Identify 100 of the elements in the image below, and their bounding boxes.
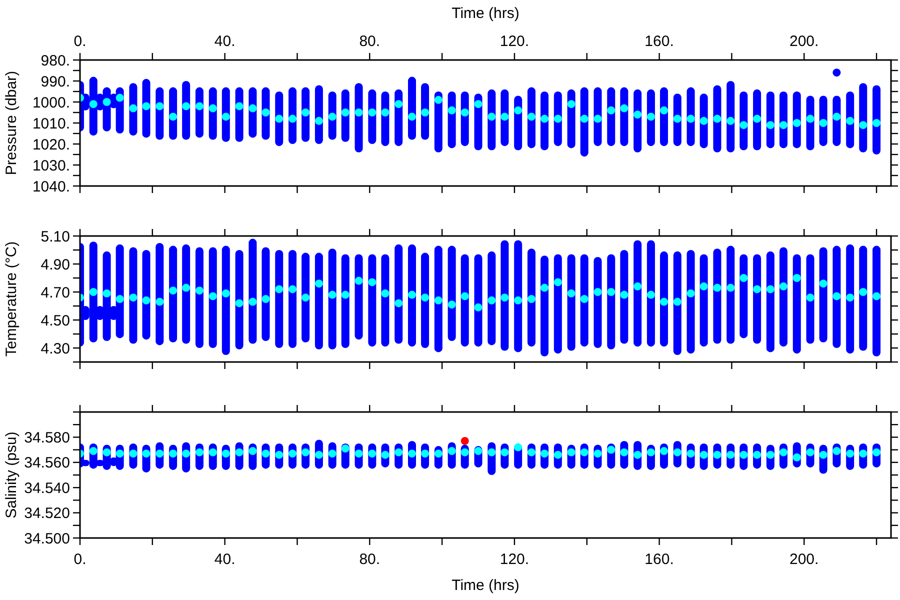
x-axis-title: Time (hrs) [452, 577, 520, 594]
y-tick-label: 4.30 [40, 340, 70, 358]
bar [607, 254, 616, 350]
bar [448, 246, 456, 341]
y-tick-label: 34.560 [24, 454, 70, 472]
bar [713, 248, 722, 344]
bar [660, 251, 668, 347]
y-tick-label: 1030. [32, 157, 70, 174]
y-tick-label: 1000. [32, 94, 70, 112]
bar [354, 83, 363, 152]
y-tick-label: 34.540 [24, 480, 70, 497]
bar [129, 247, 138, 344]
bar [846, 244, 854, 354]
bar [554, 254, 562, 354]
y-tick-label: 990. [40, 73, 70, 90]
y-axis-title: Pressure (dbar) [3, 70, 20, 176]
bar [792, 254, 801, 354]
x-tick-label: 120. [500, 551, 530, 568]
x-tick-label: 160. [644, 33, 674, 50]
bar [540, 256, 549, 356]
bar [859, 83, 868, 152]
bar [567, 254, 576, 351]
bar [474, 254, 482, 347]
bar [341, 254, 350, 348]
y-tick-label: 1010. [32, 115, 70, 132]
x-axis-title: Time (hrs) [452, 5, 520, 22]
bar [580, 87, 588, 157]
x-tick-label: 40. [214, 33, 236, 50]
bar [434, 246, 442, 352]
bar [354, 254, 363, 340]
x-tick-label: 40. [214, 551, 236, 568]
bar [753, 254, 762, 344]
y-tick-label: 34.520 [24, 505, 70, 522]
y-tick-label: 4.90 [40, 256, 70, 274]
y-tick-label: 34.500 [24, 530, 70, 548]
bar [620, 250, 628, 344]
bar [381, 254, 390, 347]
bar [673, 251, 682, 355]
bar [527, 248, 536, 347]
bar [408, 76, 416, 140]
bar [779, 247, 788, 347]
bar [302, 252, 310, 342]
bar [235, 250, 244, 350]
bar [527, 87, 536, 148]
x-tick-label: 200. [790, 33, 819, 50]
bar [142, 250, 150, 340]
x-tick-label: 0. [74, 33, 86, 50]
bar [328, 248, 336, 350]
bar [713, 85, 722, 152]
y-axis-title: Temperature (°C) [3, 241, 20, 357]
bar [726, 81, 735, 152]
bar [460, 254, 469, 347]
bar [646, 240, 655, 347]
bar [700, 254, 708, 347]
bar [726, 246, 735, 344]
bar [248, 238, 257, 344]
bar [314, 252, 323, 350]
bar [634, 89, 642, 152]
x-tick-label: 80. [359, 551, 380, 568]
bar [872, 246, 881, 356]
bar [182, 244, 190, 344]
bar [208, 247, 217, 348]
y-tick-label: 34.580 [24, 429, 70, 446]
bar [819, 247, 828, 342]
bar [394, 244, 403, 344]
bar [195, 247, 204, 348]
bar [594, 257, 602, 348]
bar [488, 89, 496, 150]
y-axis-title: Salinity (psu) [3, 432, 20, 518]
x-tick-label: 0. [74, 551, 86, 568]
x-tick-label: 80. [359, 33, 380, 50]
bar [408, 244, 416, 347]
x-tick-label: 200. [790, 551, 819, 568]
bar [169, 246, 178, 342]
bar [262, 247, 270, 341]
bar [766, 251, 774, 352]
y-tick-label: 5.10 [40, 228, 70, 246]
bar [288, 250, 297, 348]
y-tick-label: 4.50 [40, 312, 70, 330]
bar [275, 250, 284, 348]
bar [580, 254, 588, 347]
bar [859, 246, 868, 351]
bar [500, 240, 509, 351]
bar [634, 240, 642, 347]
bar [872, 85, 881, 154]
bar [806, 254, 814, 344]
bar [421, 252, 430, 348]
bar [222, 246, 230, 355]
y-tick-label: 1040. [32, 178, 70, 196]
bar [514, 240, 522, 352]
bar [832, 246, 841, 348]
bar [156, 243, 164, 346]
bar [488, 251, 496, 346]
bar [740, 254, 748, 338]
bar [686, 250, 695, 354]
bar [368, 254, 376, 347]
x-tick-label: 160. [644, 551, 674, 568]
y-tick-label: 4.70 [40, 284, 70, 302]
x-tick-label: 120. [500, 33, 530, 50]
y-tick-label: 980. [40, 52, 70, 70]
